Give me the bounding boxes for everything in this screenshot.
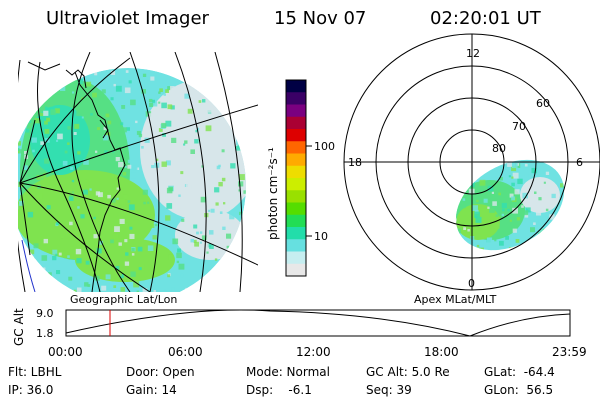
- status-glat: GLat: -64.4: [484, 365, 555, 379]
- colorbar-cell: [286, 153, 306, 167]
- status-mode: Mode: Normal: [246, 365, 330, 379]
- colorbar-cell: [286, 202, 306, 216]
- status-door: Door: Open: [126, 365, 195, 379]
- instrument-title: Ultraviolet Imager: [46, 8, 209, 29]
- time-tick-2359: 23:59: [552, 345, 587, 359]
- colorbar-tick-100: 100: [314, 140, 335, 153]
- coastline: [27, 61, 126, 292]
- altitude-plot: [65, 309, 571, 337]
- colorbar-cell: [286, 178, 306, 191]
- status-gain: Gain: 14: [126, 383, 177, 397]
- colorbar-cell: [286, 214, 306, 228]
- status-dsp: Dsp: -6.1: [246, 383, 312, 397]
- mlt-label-12: 12: [466, 47, 480, 60]
- colorbar-unit-label: photon cm⁻²s⁻¹: [266, 147, 280, 240]
- altitude-ylabel: GC Alt: [12, 308, 26, 346]
- polar-plot: [343, 33, 600, 291]
- geographic-caption: Geographic Lat/Lon: [70, 293, 178, 306]
- time-tick-0000: 00:00: [48, 345, 83, 359]
- time-tick-1200: 12:00: [296, 345, 331, 359]
- colorbar-cell: [286, 165, 306, 179]
- colorbar-cell: [286, 239, 306, 252]
- colorbar-cell: [286, 141, 306, 154]
- lat-lon-grid: [18, 52, 258, 292]
- status-ip: IP: 36.0: [8, 383, 54, 397]
- colorbar-cell: [286, 129, 306, 142]
- auroral-emission-map: [18, 68, 246, 292]
- colorbar-cell: [286, 104, 306, 118]
- colorbar-cell: [286, 190, 306, 203]
- status-gcalt: GC Alt: 5.0 Re: [366, 365, 450, 379]
- mlat-label-70: 70: [512, 120, 526, 133]
- altitude-tick-high: 9.0: [36, 307, 54, 320]
- mlt-label-6: 6: [576, 156, 583, 169]
- apex-caption: Apex MLat/MLT: [414, 293, 497, 306]
- status-flt: Flt: LBHL: [8, 365, 62, 379]
- date-label: 15 Nov 07: [274, 8, 367, 29]
- colorbar-cell: [286, 263, 306, 277]
- colorbar: [285, 79, 312, 277]
- mlat-label-60: 60: [536, 97, 550, 110]
- colorbar-tick-10: 10: [314, 230, 328, 243]
- mlt-label-18: 18: [348, 156, 362, 169]
- colorbar-cell: [286, 251, 306, 265]
- colorbar-cell: [286, 116, 306, 130]
- colorbar-cell: [286, 80, 306, 93]
- colorbar-cell: [286, 92, 306, 105]
- altitude-curve: [65, 309, 571, 337]
- colorbar-cell: [286, 227, 306, 240]
- blue-coastline: [21, 239, 36, 292]
- mlat-label-80: 80: [492, 142, 506, 155]
- time-tick-0600: 06:00: [168, 345, 203, 359]
- auroral-oval: [440, 150, 580, 264]
- time-tick-1800: 18:00: [424, 345, 459, 359]
- status-seq: Seq: 39: [366, 383, 412, 397]
- altitude-tick-low: 1.8: [36, 327, 54, 340]
- mlt-label-0: 0: [468, 277, 475, 290]
- time-label: 02:20:01 UT: [430, 8, 541, 29]
- status-glon: GLon: 56.5: [484, 383, 554, 397]
